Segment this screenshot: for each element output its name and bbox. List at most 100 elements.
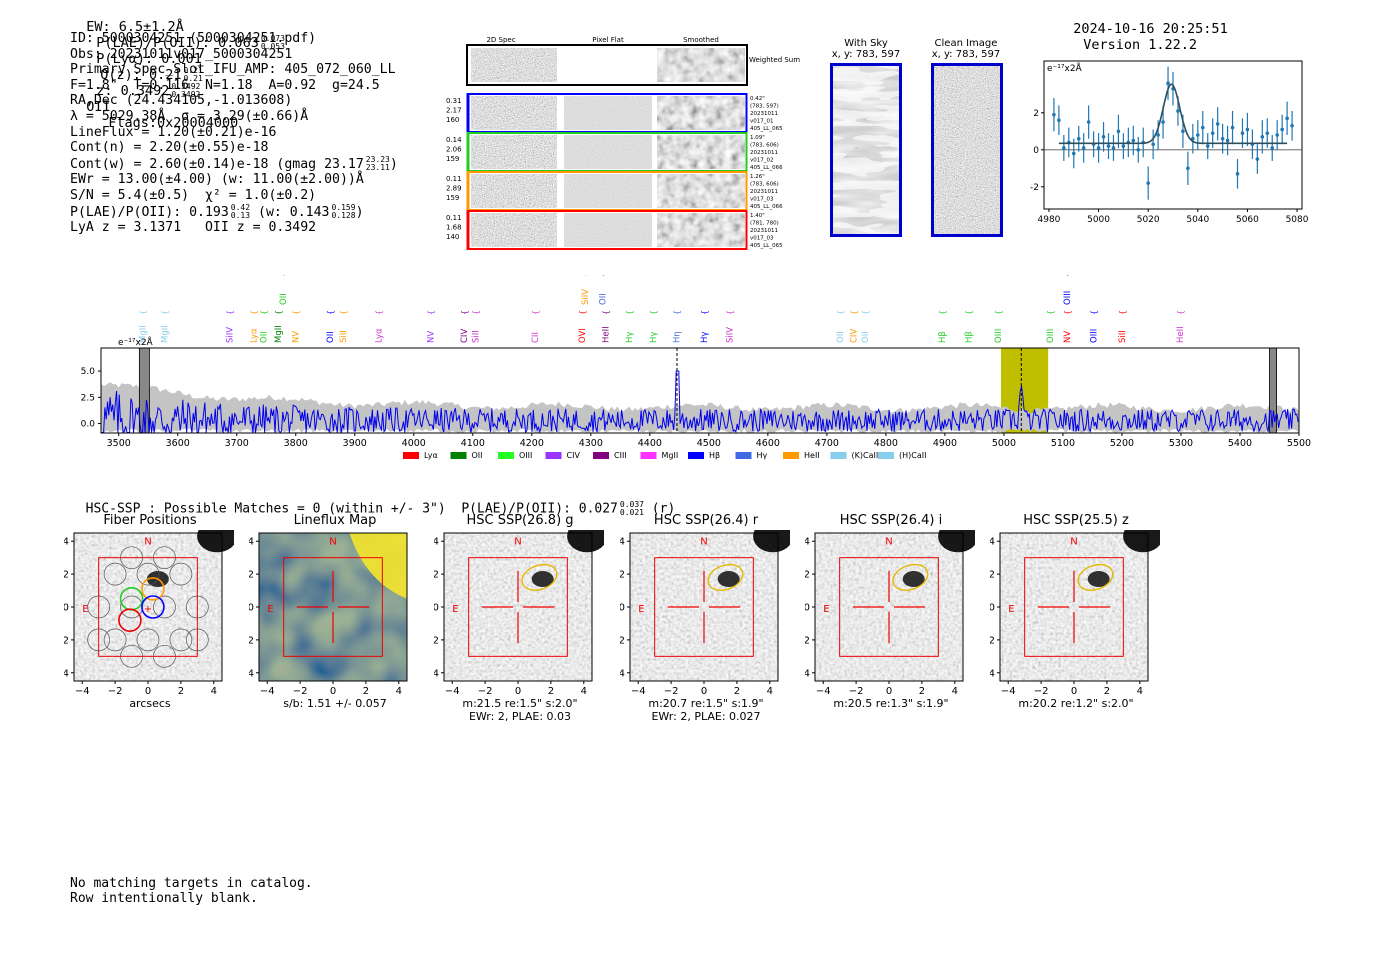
neighbor-galaxy (753, 530, 790, 553)
panel-xtick-label: −2 (664, 686, 679, 697)
spectral-line-label: Hη (672, 331, 682, 343)
fit-point (1176, 109, 1180, 113)
panel-caption: m:20.2 re:1.2" s:2.0" (1018, 697, 1134, 710)
fiber-row-left-label: 159 (446, 155, 459, 163)
fiber-row-right-label: v017_01 (750, 119, 774, 125)
fiber-circle (153, 644, 176, 668)
aperture-arc (553, 532, 593, 595)
spectral-line-bracket: { (1046, 310, 1055, 315)
aperture-arc (924, 532, 964, 595)
fit-ytick-label: 0 (1033, 146, 1039, 156)
panel-xtick-label: 0 (701, 686, 707, 697)
fiber-row-left-label: 140 (446, 233, 459, 241)
spectral-line-label: SiII (1118, 330, 1128, 343)
spectrum-xtick-label: 4700 (815, 438, 839, 449)
info-contn: Cont(n) = 2.20(±0.55)e-18 (70, 140, 269, 156)
fit-point (1265, 131, 1270, 135)
panel-caption: m:20.5 re:1.3" s:1.9" (833, 697, 949, 710)
fit-ylabel: e⁻¹⁷x2Å (1047, 62, 1083, 74)
fit-xtick-label: 5060 (1236, 215, 1259, 225)
spectral-line-bracket: { (138, 310, 147, 315)
col-title-2dspec: 2D Spec (486, 36, 515, 44)
fiber-circle (87, 628, 111, 652)
info-primary: Primary Spec_Slot_IFU_AMP: 405_072_060_L… (70, 62, 396, 78)
spectral-line-bracket: { (279, 275, 288, 277)
panel-ytick-label: 0 (434, 603, 439, 614)
north-label: N (329, 537, 336, 548)
spectral-line-label: OII (259, 331, 269, 343)
header-z-line: OII (86, 99, 111, 115)
header-version: Version 1.22.2 (1083, 37, 1198, 53)
spectral-line-label: OIII (1090, 329, 1100, 343)
north-label: N (1070, 537, 1077, 548)
fit-point (1101, 135, 1106, 139)
spectrum-xtick-label: 3600 (166, 438, 190, 449)
image-panel: N E + −4 −4 −2 −2 0 0 2 2 4 4 (64, 530, 234, 697)
info-radec: RA,Dec (24.434105,-1.013608) (70, 93, 293, 109)
spectral-line-bracket: { (1063, 275, 1072, 277)
panel-ytick-label: 0 (805, 603, 810, 614)
fit-point (1062, 146, 1066, 150)
panel-title: HSC SSP(26.8) g (466, 513, 574, 528)
spectral-line-bracket: { (249, 310, 258, 315)
fit-point (1235, 172, 1240, 176)
spectral-line-label: OII (326, 331, 336, 343)
spectral-line-bracket: { (602, 310, 611, 315)
fiber-circle-highlight (141, 577, 165, 601)
fit-point (1260, 135, 1265, 139)
spectrum-xtick-label: 5500 (1287, 438, 1311, 449)
fit-xtick-label: 5040 (1186, 215, 1209, 225)
spectral-line-label: SiIV (581, 289, 591, 305)
col-title-pixelflat: Pixel Flat (592, 36, 624, 44)
fit-point (1076, 136, 1081, 141)
spectral-line-bracket: { (531, 310, 540, 315)
counterpart-source (531, 571, 554, 588)
fit-point (1081, 146, 1086, 150)
fit-point (1270, 146, 1275, 150)
aperture-arc (739, 532, 779, 595)
fiber-row-right-label: v017_03 (750, 197, 774, 203)
panel-xtick-label: 0 (145, 686, 151, 697)
fit-xtick-label: 5020 (1137, 215, 1160, 225)
panel-ytick-label: 0 (990, 603, 995, 614)
fit-gaussian-curve (1058, 83, 1288, 145)
search-box (283, 557, 383, 657)
header-plae: P(LAE)/P(OII): 0.063 (96, 35, 259, 51)
panel-xtick-label: 2 (178, 686, 184, 697)
fiber-row-right-label: (781, 780) (750, 221, 779, 227)
spectral-line-label: OII (599, 293, 609, 305)
panel-ytick-label: −4 (805, 668, 810, 679)
panel-title: HSC SSP(26.4) i (839, 513, 943, 528)
spectral-line-bracket: { (460, 310, 469, 315)
spectral-line-bracket: { (426, 310, 435, 315)
panel-xtick-label: 0 (886, 686, 892, 697)
col-title-smoothed: Smoothed (683, 36, 719, 44)
east-label: E (452, 604, 458, 615)
panel-ytick-label: 0 (249, 603, 254, 614)
panel-xtick-label: 2 (363, 686, 369, 697)
spectral-line-bracket: { (1090, 310, 1099, 315)
fit-xtick-label: 4980 (1038, 215, 1061, 225)
fiber-row-right-label: 20231011 (750, 228, 778, 234)
legend-label: Hγ (757, 451, 768, 460)
panel-xtick-label: −2 (108, 686, 123, 697)
fiber-row-right-label: 405_LL_066 (750, 165, 783, 171)
search-box (1024, 557, 1124, 657)
clean-image-title: Clean Image x, y: 783, 597 (931, 38, 1001, 60)
neighbor-galaxy (567, 530, 604, 553)
panel-ytick-label: 4 (249, 537, 254, 548)
panel-ytick-label: −2 (249, 635, 254, 646)
fit-point (1146, 181, 1150, 185)
legend-swatch (783, 452, 799, 459)
spectral-line-label: SiII (472, 330, 482, 343)
info-contw: Cont(w) = 2.60(±0.14)e-18 (gmag 23.17 23.… (70, 154, 398, 172)
full-spectrum-chart: MgII{MgII{SiIV{Lyα{OII{MgII{NV{OII{OII{S… (81, 275, 1311, 460)
spectrum-xtick-label: 5200 (1110, 438, 1134, 449)
aperture-ellipse (707, 563, 744, 591)
header-ew: EW: 6.5±1.2Å (86, 19, 184, 35)
panel-xtick-label: 4 (952, 686, 958, 697)
legend-label: Hβ (709, 451, 720, 460)
spectral-line-bracket: { (259, 310, 268, 315)
fit-point (1086, 120, 1091, 124)
fiber-circle (136, 628, 160, 652)
